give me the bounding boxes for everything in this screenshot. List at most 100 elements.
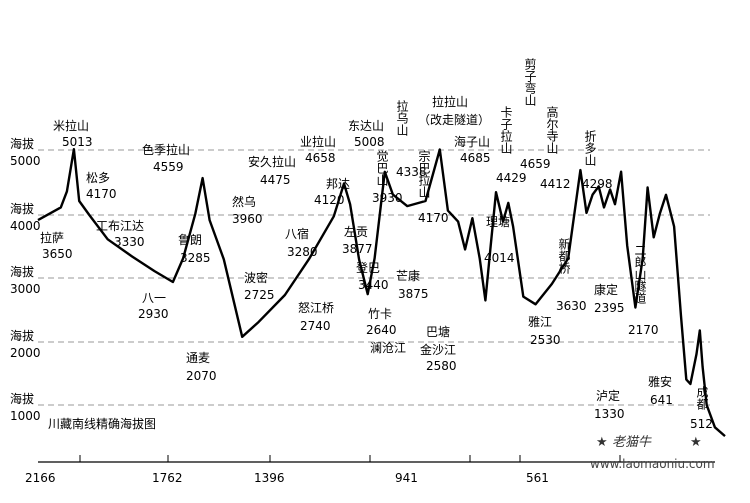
annotation-yelashan: 业拉山 xyxy=(300,134,336,149)
x-tick-label-941: 941 xyxy=(395,471,418,485)
annotation-erlangshansuidao: 二郎山隧道 xyxy=(633,244,647,304)
annotation-lawushan: 拉乌山 xyxy=(395,99,409,136)
annotation-bangda: 邦达 xyxy=(326,177,350,191)
annotation-batang-alt: 2580 xyxy=(426,359,457,373)
annotation-milashan: 米拉山 xyxy=(53,118,89,133)
annotation-mangkang: 芒康 xyxy=(396,268,420,283)
annotation-songduo: 松多 xyxy=(86,171,110,185)
annotation-ranwu: 然乌 xyxy=(232,194,256,209)
y-axis-label-5000-title: 海拔 xyxy=(10,136,34,151)
annotation-chengdu: 成都 xyxy=(695,386,709,410)
annotation-basu-alt: 3280 xyxy=(287,245,318,259)
y-axis-label-1000-value: 1000 xyxy=(10,409,41,423)
annotation-lasa-alt: 3650 xyxy=(42,247,73,261)
annotation-juebashan: 觉巴山 xyxy=(375,150,389,186)
watermark: ★ 老猫牛 ★ www.laomaoniu.com xyxy=(590,435,715,471)
annotation-bomi-alt: 2725 xyxy=(244,288,275,302)
annotation-kangding: 康定 xyxy=(594,282,618,297)
annotation-xinduqiao: 新都桥 xyxy=(557,237,571,275)
annotation-jianziwanshan: 剪子弯山 xyxy=(523,57,537,106)
annotation-batang: 巴塘 xyxy=(426,324,450,339)
annotation-zhuka-alt: 2640 xyxy=(366,323,397,337)
annotation-chengdu-alt: 512 xyxy=(690,417,713,431)
annotation-songduo-alt: 4170 xyxy=(86,187,117,201)
annotation-gaoersishan: 高尔寺山 xyxy=(545,105,559,154)
annotation-yelashan-alt: 4658 xyxy=(305,151,336,165)
y-axis-label-3000-value: 3000 xyxy=(10,282,41,296)
annotation-lalashan: 拉拉山 xyxy=(432,94,468,109)
annotation-basu: 八宿 xyxy=(285,226,309,241)
gridlines xyxy=(38,149,710,406)
annotation-zheduoshan: 折多山 xyxy=(583,129,597,166)
annotation-litang-alt: 4014 xyxy=(484,251,515,265)
annotation-lalashan-note: （改走隧道） xyxy=(418,112,490,127)
annotation-yajiang: 雅江 xyxy=(528,314,552,329)
annotation-lancangjiang: 澜沧江 xyxy=(370,340,406,355)
annotation-dengba: 登巴 xyxy=(356,260,380,275)
annotation-haizishan-alt: 4685 xyxy=(460,151,491,165)
annotation-kazilashan-alt: 4429 xyxy=(496,171,527,185)
annotation-zuogong-alt: 3877 xyxy=(342,242,373,256)
annotation-bangda-alt: 4120 xyxy=(314,193,345,207)
annotation-kangding-alt: 2395 xyxy=(594,301,625,315)
annotation-juebashan-alt: 3930 xyxy=(372,191,403,205)
watermark-star-icon: ★ xyxy=(596,435,608,450)
annotation-dongdashan-alt: 5008 xyxy=(354,135,385,149)
place-annotations: 米拉山 5013 拉萨 3650 松多 4170 工布江达 3330 八一 29… xyxy=(40,57,713,431)
annotation-haizishan: 海子山 xyxy=(454,134,490,149)
x-tick-label-1396: 1396 xyxy=(254,471,285,485)
annotation-jinshajiang: 金沙江 xyxy=(420,342,456,357)
annotation-zongbalashan-alt: 4170 xyxy=(418,211,449,225)
x-tick-label-561: 561 xyxy=(526,471,549,485)
annotation-milashan-alt: 5013 xyxy=(62,135,93,149)
annotation-zuogong: 左贡 xyxy=(344,224,368,239)
y-axis-label-2000-title: 海拔 xyxy=(10,328,34,343)
annotation-nujiangqiao: 怒江桥 xyxy=(298,300,334,315)
annotation-bayi: 八一 xyxy=(142,291,166,305)
annotation-luding-alt: 1330 xyxy=(594,407,625,421)
annotation-anjiulashan-alt: 4475 xyxy=(260,173,291,187)
annotation-yajiang-alt: 2530 xyxy=(530,333,561,347)
annotation-luding: 泸定 xyxy=(596,388,620,403)
annotation-sejilashan: 色季拉山 xyxy=(142,142,190,157)
annotation-jianziwanshan-alt: 4659 xyxy=(520,157,551,171)
y-axis-label-2000-value: 2000 xyxy=(10,346,41,360)
watermark-url: www.laomaoniu.com xyxy=(590,457,715,471)
y-axis-label-4000-title: 海拔 xyxy=(10,201,34,216)
annotation-zhuka: 竹卡 xyxy=(368,307,392,321)
annotation-dengba-alt: 3440 xyxy=(358,278,389,292)
annotation-mangkang-alt: 3875 xyxy=(398,287,429,301)
annotation-ranwu-alt: 3960 xyxy=(232,212,263,226)
annotation-gongbujiangda: 工布江达 xyxy=(96,219,144,233)
annotation-yaan-alt: 641 xyxy=(650,393,673,407)
annotation-erlangshansuidao-alt: 2170 xyxy=(628,323,659,337)
annotation-anjiulashan: 安久拉山 xyxy=(248,154,296,169)
chart-title: 川藏南线精确海拔图 xyxy=(48,416,156,431)
annotation-zongbalashan: 宗巴拉山 xyxy=(417,149,431,198)
annotation-lulang-alt: 3285 xyxy=(180,251,211,265)
annotation-sejilashan-alt: 4559 xyxy=(153,160,184,174)
y-axis-label-4000-value: 4000 xyxy=(10,219,41,233)
x-tick-label-2166: 2166 xyxy=(25,471,56,485)
annotation-nujiangqiao-alt: 2740 xyxy=(300,319,331,333)
annotation-gaoersishan-alt: 4412 xyxy=(540,177,571,191)
annotation-yaan: 雅安 xyxy=(648,374,672,389)
x-tick-label-1762: 1762 xyxy=(152,471,183,485)
annotation-kazilashan: 卡子拉山 xyxy=(499,106,513,154)
annotation-litang: 理塘 xyxy=(486,214,510,229)
annotation-tongmai-alt: 2070 xyxy=(186,369,217,383)
annotation-bomi: 波密 xyxy=(244,270,268,285)
annotation-xinduqiao-alt: 3630 xyxy=(556,299,587,313)
y-axis-label-3000-title: 海拔 xyxy=(10,264,34,279)
annotation-lawushan-alt: 4338 xyxy=(396,165,427,179)
annotation-gongbujiangda-alt: 3330 xyxy=(114,235,145,249)
watermark-star-icon-right: ★ xyxy=(690,435,702,450)
y-axis-label-5000-value: 5000 xyxy=(10,154,41,168)
annotation-dongdashan: 东达山 xyxy=(348,119,384,133)
elevation-series-line xyxy=(37,147,726,438)
annotation-lulang: 鲁朗 xyxy=(178,233,202,247)
watermark-logo: 老猫牛 xyxy=(612,435,652,450)
y-axis-label-1000-title: 海拔 xyxy=(10,391,34,406)
annotation-tongmai: 通麦 xyxy=(186,351,210,365)
